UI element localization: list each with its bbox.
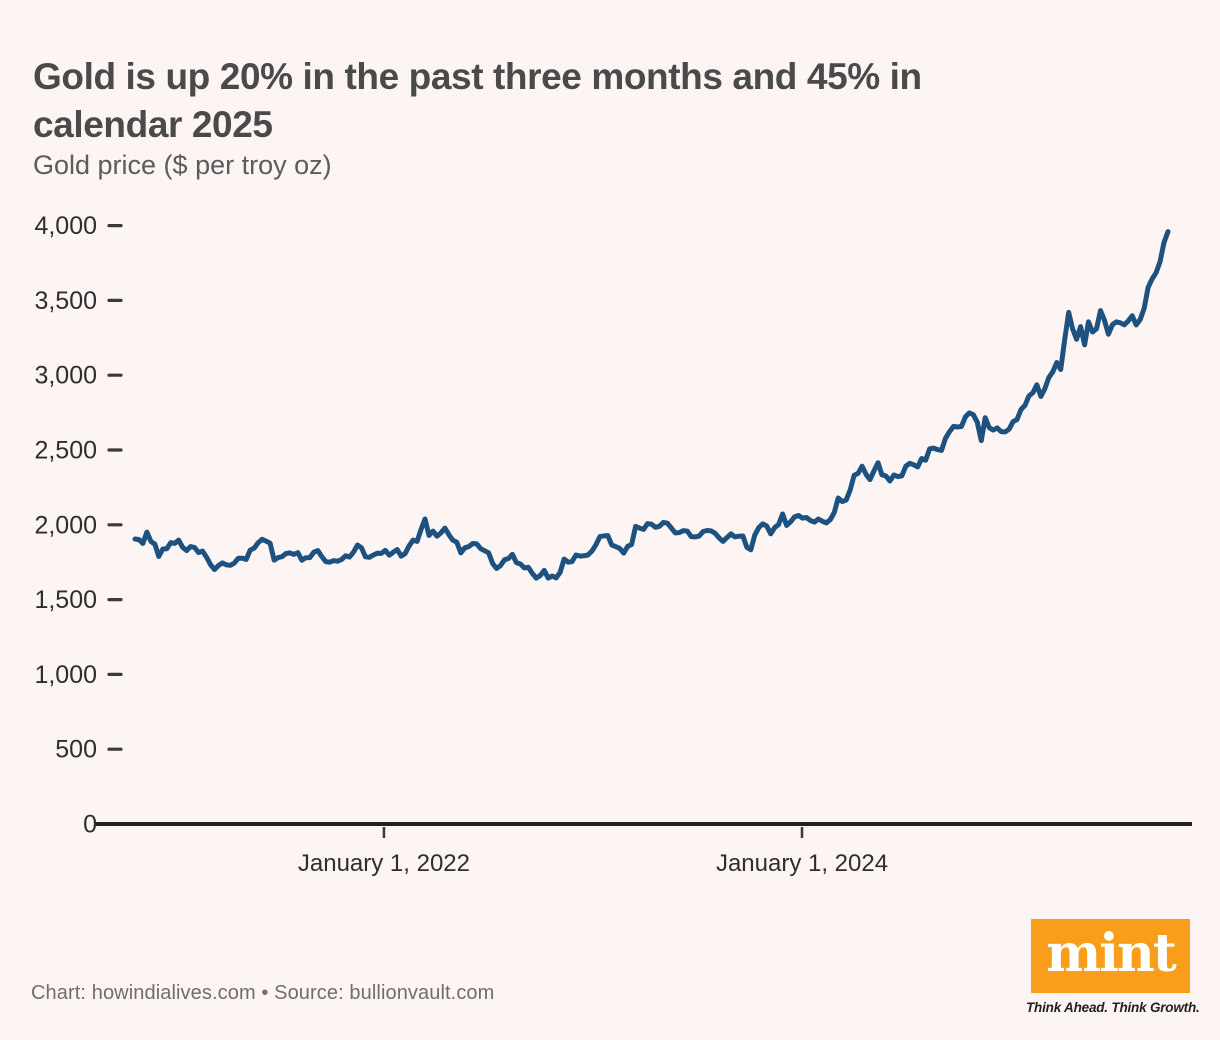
- y-axis-tick-label: 2,500: [34, 437, 97, 465]
- page-title: Gold is up 20% in the past three months …: [33, 55, 922, 145]
- y-axis-tick-label: 1,000: [34, 661, 97, 689]
- y-axis-tick-label: 2,000: [34, 511, 97, 539]
- x-axis-tick-label: January 1, 2024: [716, 850, 888, 877]
- y-axis-tick-label: 3,500: [34, 287, 97, 315]
- mint-logo-wordmark: mint: [1046, 922, 1177, 984]
- footer-credit: Chart: howindialives.com • Source: bulli…: [31, 982, 495, 1004]
- mint-logo: mint: [1031, 919, 1190, 993]
- y-axis-tick-label: 3,000: [34, 362, 97, 390]
- y-axis-tick-label: 4,000: [34, 212, 97, 240]
- y-axis-tick-label: 0: [83, 811, 97, 839]
- x-axis-tick-label: January 1, 2022: [298, 850, 470, 877]
- y-axis-tick-label: 500: [55, 736, 97, 764]
- gold-price-line: [132, 229, 1171, 581]
- chart-subtitle: Gold price ($ per troy oz): [33, 150, 332, 180]
- mint-tagline: Think Ahead. Think Growth.: [1026, 1000, 1200, 1015]
- y-axis-tick-label: 1,500: [34, 586, 97, 614]
